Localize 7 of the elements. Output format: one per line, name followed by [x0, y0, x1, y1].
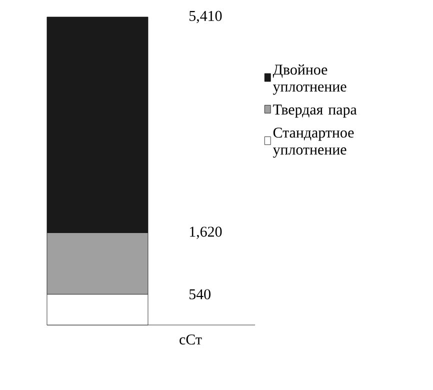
legend-label: Стандартное уплотнение — [272, 128, 354, 158]
y-tick-label: 5,410 — [190, 10, 222, 24]
y-tick-label: 540 — [190, 289, 210, 300]
legend-label: Двойное уплотнение — [272, 64, 346, 95]
legend-label: Твердая пара — [273, 104, 357, 118]
text: сСт — [180, 334, 202, 345]
y-tick-label: 1,620 — [190, 226, 222, 239]
